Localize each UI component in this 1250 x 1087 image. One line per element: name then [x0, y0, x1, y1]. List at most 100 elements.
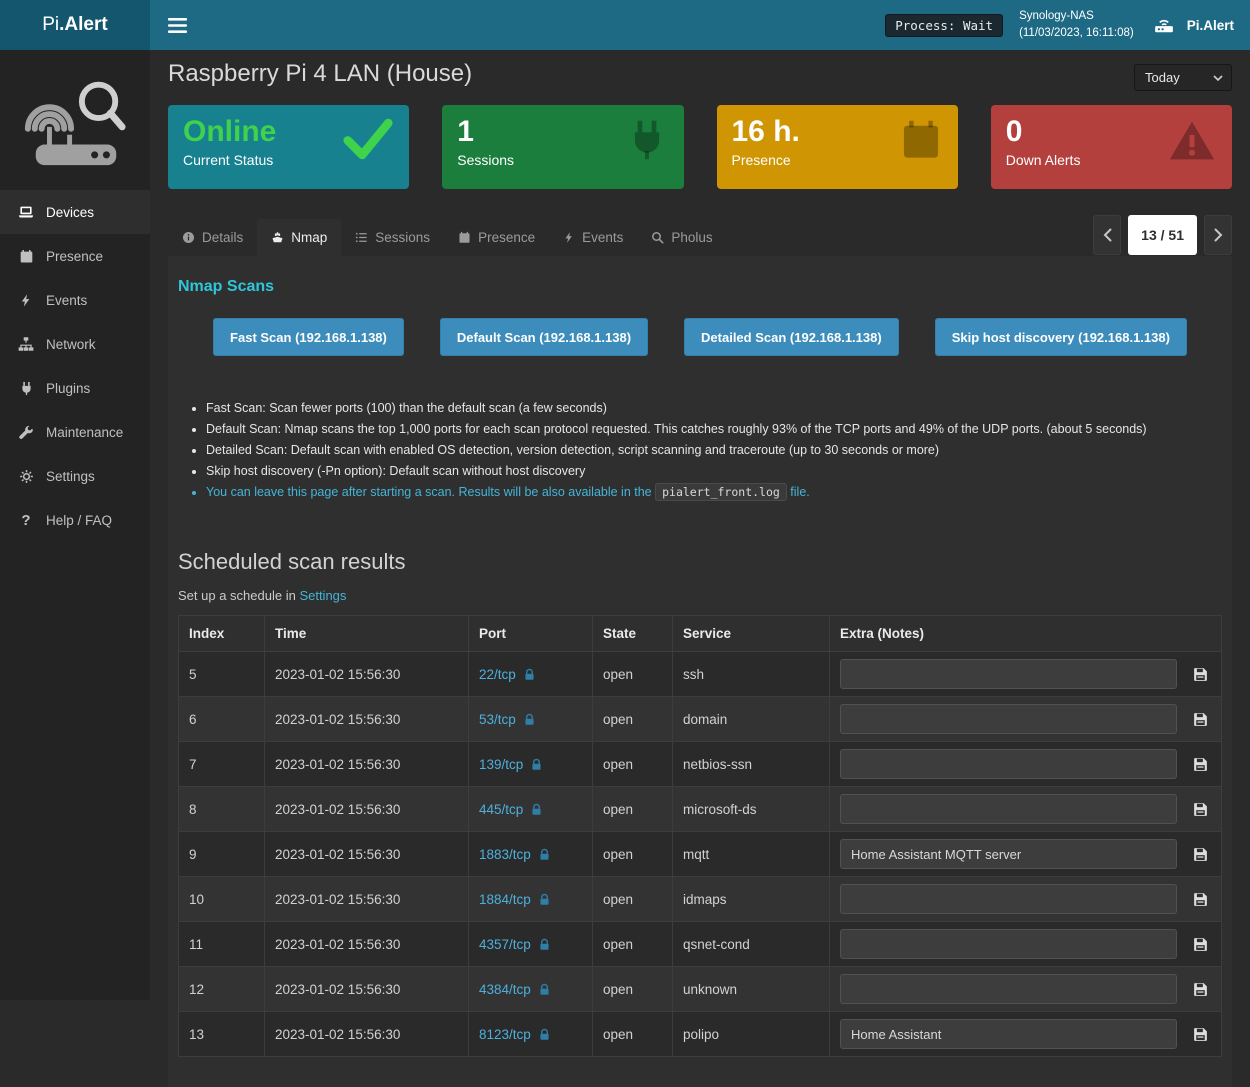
port-link[interactable]: 4357/tcp	[479, 936, 531, 952]
chevron-left-icon	[1103, 228, 1112, 242]
nmap-ship-icon	[272, 232, 283, 243]
tab-details[interactable]: Details	[168, 219, 257, 256]
col-index: Index	[178, 615, 265, 652]
tab-label: Presence	[478, 230, 536, 245]
tab-presence[interactable]: Presence	[444, 219, 549, 256]
save-note-button[interactable]	[1190, 709, 1211, 730]
cell-time: 2023-01-02 15:56:30	[264, 966, 469, 1012]
lock-icon	[532, 803, 541, 815]
cell-service: qsnet-cond	[672, 921, 830, 967]
save-note-button[interactable]	[1190, 844, 1211, 865]
router-scan-logo	[0, 50, 150, 184]
wrench-icon	[17, 425, 35, 440]
port-link[interactable]: 4384/tcp	[479, 981, 531, 997]
cell-notes	[829, 831, 1222, 877]
chevron-right-icon	[1214, 228, 1222, 242]
info-icon	[182, 231, 195, 244]
scan-buttons: Fast Scan (192.168.1.138) Default Scan (…	[178, 318, 1222, 356]
calendar-icon	[17, 249, 35, 264]
save-note-button[interactable]	[1190, 979, 1211, 1000]
sidebar-item-settings[interactable]: Settings	[0, 454, 150, 498]
sidebar-item-maintenance[interactable]: Maintenance	[0, 410, 150, 454]
cell-index: 12	[178, 966, 265, 1012]
note-input[interactable]	[840, 794, 1177, 824]
card-label: Presence	[731, 151, 791, 168]
device-pager: 13 / 51	[1093, 215, 1232, 256]
note-input[interactable]	[840, 1019, 1177, 1049]
save-note-button[interactable]	[1190, 1024, 1211, 1045]
note-input[interactable]	[840, 659, 1177, 689]
sidebar-item-network[interactable]: Network	[0, 322, 150, 366]
cell-index: 7	[178, 741, 265, 787]
col-port: Port	[468, 615, 593, 652]
card-label: Down Alerts	[1005, 151, 1081, 168]
card-current-status[interactable]: Online Current Status	[168, 105, 410, 189]
card-sessions[interactable]: 1 Sessions	[442, 105, 684, 189]
save-icon	[1194, 757, 1207, 771]
cell-service: idmaps	[672, 876, 830, 922]
sidebar-item-devices[interactable]: Devices	[0, 190, 150, 234]
save-note-button[interactable]	[1190, 799, 1211, 820]
save-note-button[interactable]	[1190, 664, 1211, 685]
port-link[interactable]: 139/tcp	[479, 756, 524, 772]
tab-sessions[interactable]: Sessions	[341, 219, 444, 256]
detailed-scan-button[interactable]: Detailed Scan (192.168.1.138)	[684, 318, 899, 356]
tab-pholus[interactable]: Pholus	[637, 219, 726, 256]
nas-icon	[1154, 19, 1173, 33]
tab-nmap[interactable]: Nmap	[257, 219, 342, 256]
sidebar-item-plugins[interactable]: Plugins	[0, 366, 150, 410]
port-link[interactable]: 1883/tcp	[479, 846, 531, 862]
app-logo[interactable]: Pi .Alert	[0, 0, 150, 50]
save-icon	[1194, 802, 1207, 816]
nmap-scans-heading: Nmap Scans	[178, 278, 275, 295]
skip-host-discovery-button[interactable]: Skip host discovery (192.168.1.138)	[934, 318, 1187, 356]
cell-index: 6	[178, 696, 265, 742]
port-link[interactable]: 8123/tcp	[479, 1026, 531, 1042]
cell-time: 2023-01-02 15:56:30	[264, 831, 469, 877]
logo-prefix: Pi	[42, 14, 60, 35]
sitemap-icon	[17, 336, 35, 352]
table-row: 13 2023-01-02 15:56:30 8123/tcp open pol…	[178, 1011, 1222, 1057]
lock-icon	[540, 1028, 549, 1040]
port-link[interactable]: 1884/tcp	[479, 891, 531, 907]
default-scan-button[interactable]: Default Scan (192.168.1.138)	[439, 318, 649, 356]
fast-scan-button[interactable]: Fast Scan (192.168.1.138)	[213, 318, 404, 356]
sidebar-item-help[interactable]: ? Help / FAQ	[0, 498, 150, 542]
note-input[interactable]	[840, 704, 1177, 734]
calendar-icon	[899, 118, 943, 162]
cell-state: open	[592, 786, 673, 832]
table-row: 12 2023-01-02 15:56:30 4384/tcp open unk…	[178, 966, 1222, 1012]
save-note-button[interactable]	[1190, 889, 1211, 910]
sidebar-toggle-button[interactable]	[162, 12, 193, 39]
note-input[interactable]	[840, 884, 1177, 914]
lock-icon	[540, 893, 549, 905]
card-value: Online	[183, 115, 277, 148]
cell-port: 4384/tcp	[468, 966, 593, 1012]
settings-link[interactable]: Settings	[299, 588, 347, 603]
port-link[interactable]: 53/tcp	[479, 711, 516, 727]
port-link[interactable]: 22/tcp	[479, 666, 516, 682]
card-label: Current Status	[183, 151, 274, 168]
plug-icon	[17, 381, 35, 396]
cell-time: 2023-01-02 15:56:30	[264, 921, 469, 967]
card-presence[interactable]: 16 h. Presence	[716, 105, 958, 189]
app-chip[interactable]: Pi.Alert	[1150, 14, 1234, 36]
cell-index: 10	[178, 876, 265, 922]
port-link[interactable]: 445/tcp	[479, 801, 524, 817]
plug-icon	[625, 118, 669, 162]
prev-device-button[interactable]	[1093, 215, 1122, 255]
period-select[interactable]: Today	[1134, 64, 1232, 91]
tab-events[interactable]: Events	[549, 219, 637, 256]
save-note-button[interactable]	[1190, 754, 1211, 775]
note-input[interactable]	[840, 749, 1177, 779]
note-input[interactable]	[840, 974, 1177, 1004]
card-down-alerts[interactable]: 0 Down Alerts	[990, 105, 1232, 189]
note-input[interactable]	[840, 839, 1177, 869]
save-note-button[interactable]	[1190, 934, 1211, 955]
next-device-button[interactable]	[1204, 215, 1232, 255]
note-input[interactable]	[840, 929, 1177, 959]
sidebar-item-events[interactable]: Events	[0, 278, 150, 322]
sidebar-item-presence[interactable]: Presence	[0, 234, 150, 278]
cell-state: open	[592, 651, 673, 697]
save-icon	[1194, 982, 1207, 996]
